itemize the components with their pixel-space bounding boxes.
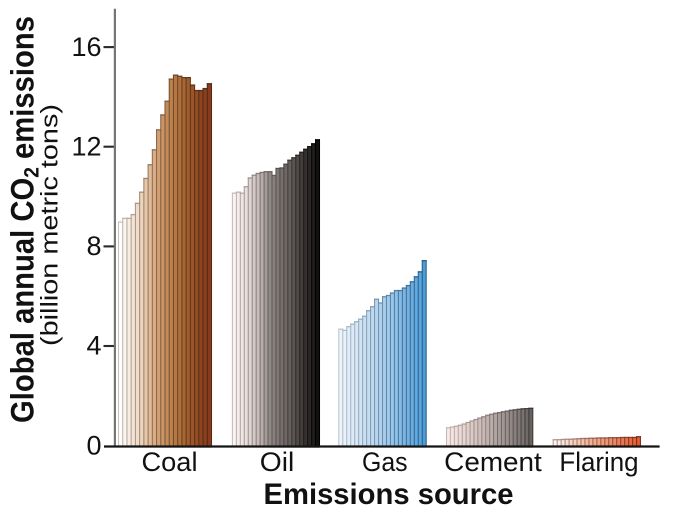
svg-text:16: 16 (71, 32, 101, 62)
svg-text:Global annual CO2 emissions: Global annual CO2 emissions (5, 16, 44, 423)
svg-text:Cement: Cement (444, 447, 542, 477)
svg-text:Flaring: Flaring (559, 447, 638, 477)
svg-text:4: 4 (86, 331, 101, 361)
svg-text:Oil: Oil (260, 447, 295, 477)
svg-text:0: 0 (86, 430, 101, 460)
svg-text:Emissions source: Emissions source (264, 478, 514, 511)
svg-text:8: 8 (86, 231, 101, 261)
svg-text:(billion metric tons): (billion metric tons) (37, 104, 64, 346)
svg-text:Gas: Gas (362, 447, 408, 477)
svg-text:Coal: Coal (142, 447, 198, 477)
svg-text:12: 12 (71, 131, 101, 161)
